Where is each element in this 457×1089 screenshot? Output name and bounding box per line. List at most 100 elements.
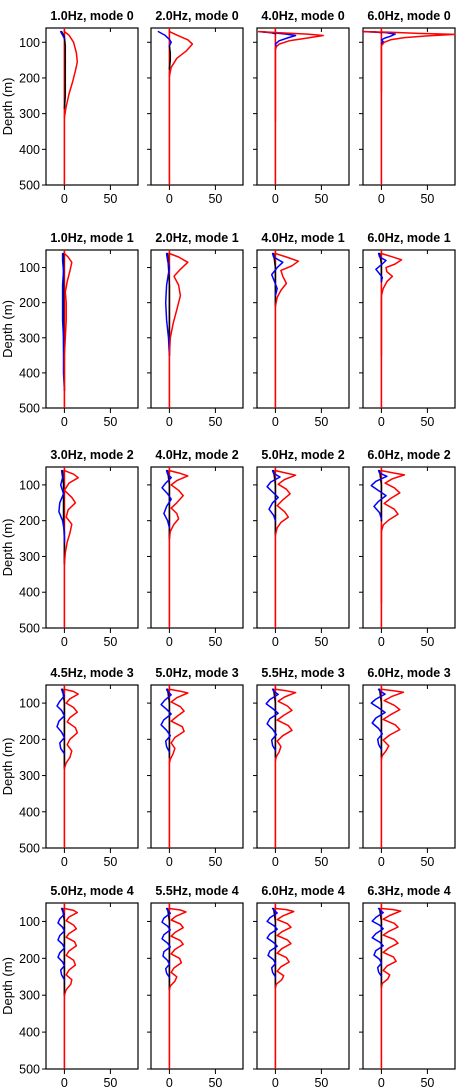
- y-tick-label: 100: [19, 697, 40, 711]
- x-tick-label: 0: [378, 855, 385, 869]
- series-blue: [266, 907, 278, 978]
- x-tick-label: 0: [61, 855, 68, 869]
- series-red: [258, 30, 324, 122]
- series-black: [378, 907, 383, 988]
- series-blue: [157, 30, 172, 47]
- series-blue: [161, 469, 172, 529]
- series-red: [274, 907, 295, 989]
- panel-frame: [256, 27, 350, 186]
- x-tick-label: 50: [103, 635, 117, 649]
- x-tick-label: 0: [166, 1076, 173, 1089]
- y-axis-label: Depth (m): [0, 738, 15, 796]
- series-red: [168, 907, 187, 991]
- series-blue: [161, 907, 172, 979]
- panel-frame: [256, 466, 350, 629]
- x-tick-label: 50: [420, 1076, 434, 1089]
- series-blue: [362, 30, 396, 45]
- x-tick-label: 0: [272, 635, 279, 649]
- series-red: [168, 30, 194, 77]
- series-red: [168, 252, 189, 357]
- panel-title: 4.5Hz, mode 3: [50, 666, 133, 680]
- y-tick-label: 100: [19, 915, 40, 929]
- x-tick-label: 0: [166, 855, 173, 869]
- panel-16: 6.0Hz, mode 3 0 50: [359, 666, 456, 869]
- y-tick-label: 200: [19, 733, 40, 747]
- x-tick-label: 0: [378, 635, 385, 649]
- series-blue: [375, 252, 387, 283]
- x-tick-label: 0: [166, 635, 173, 649]
- panel-20: 6.3Hz, mode 4 0 50: [359, 884, 456, 1089]
- series-red: [63, 252, 73, 392]
- series-red: [274, 469, 297, 536]
- panel-frame: [150, 249, 244, 409]
- y-tick-label: 400: [19, 143, 40, 157]
- y-tick-label: 500: [19, 622, 40, 636]
- x-tick-label: 50: [208, 192, 222, 206]
- panel-11: 5.0Hz, mode 2 0 50: [253, 448, 350, 649]
- x-tick-label: 50: [420, 855, 434, 869]
- series-blue: [56, 688, 66, 755]
- x-tick-label: 50: [208, 855, 222, 869]
- series-black: [168, 45, 172, 70]
- y-tick-label: 500: [19, 402, 40, 416]
- series-red: [380, 688, 405, 761]
- series-black: [166, 907, 171, 991]
- panel-18: 5.5Hz, mode 4 0 50: [147, 884, 244, 1089]
- series-blue: [57, 907, 66, 981]
- panel-title: 2.0Hz, mode 0: [155, 9, 238, 23]
- panel-frame: [45, 466, 139, 629]
- panel-2: 2.0Hz, mode 0 0 50: [147, 9, 244, 206]
- x-tick-label: 50: [314, 1076, 328, 1089]
- panel-title: 4.0Hz, mode 0: [261, 9, 344, 23]
- panel-13: 4.5Hz, mode 3 0 50 100 200 300 400 500 Depth (m): [0, 666, 139, 869]
- panel-title: 5.0Hz, mode 4: [50, 884, 133, 898]
- y-tick-label: 200: [19, 296, 40, 310]
- y-tick-label: 400: [19, 366, 40, 380]
- panel-7: 4.0Hz, mode 1 0 50: [253, 231, 350, 429]
- x-tick-label: 0: [272, 415, 279, 429]
- x-tick-label: 50: [314, 192, 328, 206]
- y-tick-label: 100: [19, 36, 40, 50]
- panel-title: 1.0Hz, mode 0: [50, 9, 133, 23]
- y-axis-label: Depth (m): [0, 300, 15, 358]
- x-tick-label: 50: [208, 415, 222, 429]
- y-tick-label: 500: [19, 1063, 40, 1077]
- series-red: [380, 907, 402, 988]
- panel-3: 4.0Hz, mode 0 0 50: [253, 9, 350, 206]
- x-tick-label: 50: [314, 635, 328, 649]
- panel-1: 1.0Hz, mode 0 0 50 100 200 300 400 500 Depth (m): [0, 9, 139, 206]
- panel-frame: [45, 902, 139, 1070]
- panel-frame: [45, 684, 139, 849]
- panel-title: 5.0Hz, mode 3: [155, 666, 238, 680]
- panel-frame: [362, 466, 456, 629]
- panel-frame: [150, 466, 244, 629]
- x-tick-label: 50: [208, 1076, 222, 1089]
- x-tick-label: 0: [272, 1076, 279, 1089]
- y-tick-label: 400: [19, 1026, 40, 1040]
- series-blue: [61, 252, 66, 392]
- series-black: [378, 688, 383, 759]
- x-tick-label: 50: [420, 415, 434, 429]
- panel-frame: [256, 902, 350, 1070]
- x-tick-label: 50: [420, 192, 434, 206]
- series-red: [168, 469, 189, 540]
- x-tick-label: 0: [272, 855, 279, 869]
- x-tick-label: 0: [378, 192, 385, 206]
- panel-title: 6.0Hz, mode 4: [261, 884, 344, 898]
- panel-title: 1.0Hz, mode 1: [50, 231, 133, 245]
- y-tick-label: 400: [19, 805, 40, 819]
- panel-title: 5.5Hz, mode 4: [155, 884, 238, 898]
- panel-title: 6.0Hz, mode 0: [367, 9, 450, 23]
- panel-frame: [256, 249, 350, 409]
- panel-title: 4.0Hz, mode 1: [261, 231, 344, 245]
- x-tick-label: 0: [272, 192, 279, 206]
- panel-title: 6.0Hz, mode 3: [367, 666, 450, 680]
- series-black: [166, 688, 171, 759]
- y-tick-label: 500: [19, 179, 40, 193]
- panel-10: 4.0Hz, mode 2 0 50: [147, 448, 244, 649]
- panel-5: 1.0Hz, mode 1 0 50 100 200 300 400 500 Depth (m): [0, 231, 139, 429]
- series-blue: [370, 688, 386, 751]
- panel-19: 6.0Hz, mode 4 0 50: [253, 884, 350, 1089]
- series-black: [272, 688, 277, 759]
